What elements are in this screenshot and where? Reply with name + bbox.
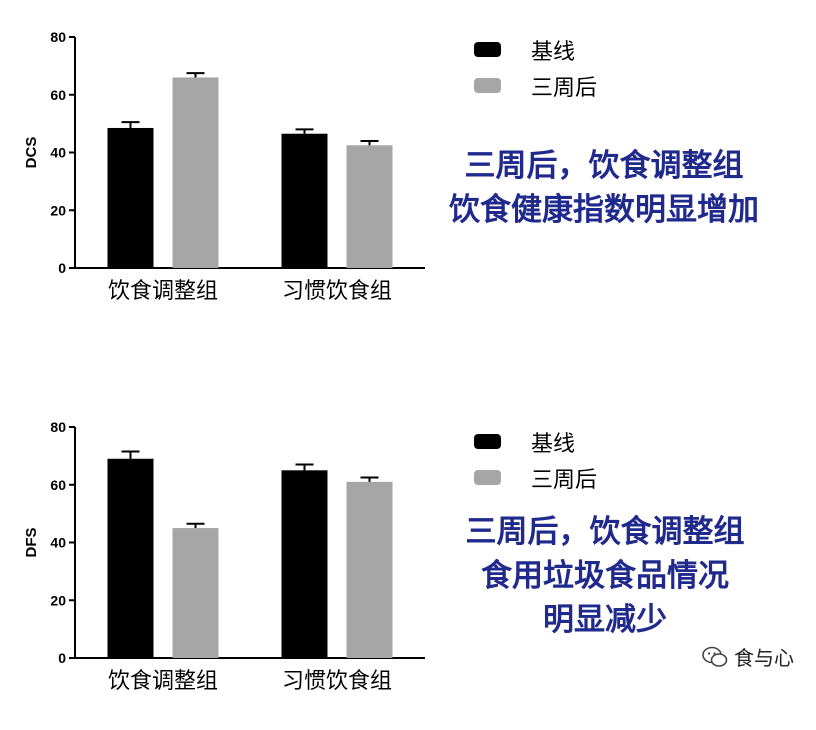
y-tick-label: 60 (50, 477, 66, 493)
wechat-icon (702, 646, 728, 667)
bar (172, 77, 219, 268)
legend-swatch-baseline (474, 434, 501, 449)
x-tick-label: 习惯饮食组 (282, 279, 392, 304)
legend-label-baseline: 基线 (531, 432, 576, 457)
bar (107, 127, 154, 268)
legend-swatch-baseline (474, 42, 501, 57)
bar (172, 528, 219, 658)
bar (107, 458, 154, 658)
bar (281, 470, 328, 658)
chart-dcs: 0 20 40 60 80 DCS 饮食调整组 习惯饮食组 (23, 29, 425, 304)
x-tick-label: 饮食调整组 (108, 669, 218, 694)
watermark-text: 食与心 (734, 646, 794, 670)
watermark: 食与心 (702, 642, 794, 671)
y-tick-label: 40 (50, 145, 66, 161)
x-tick-label: 习惯饮食组 (282, 669, 392, 694)
y-tick-label: 60 (50, 87, 66, 103)
y-tick-label: 0 (58, 260, 66, 276)
legend-label-baseline: 基线 (531, 40, 576, 65)
chart-dfs: 0 20 40 60 80 DFS 饮食调整组 习惯饮食组 (23, 419, 425, 694)
legend-label-after: 三周后 (531, 468, 598, 493)
x-tick-label: 饮食调整组 (108, 279, 218, 304)
y-tick-label: 0 (58, 650, 66, 666)
annotation-dfs: 三周后，饮食调整组 食用垃圾食品情况 明显减少 (440, 510, 770, 642)
annotation-line: 明显减少 (543, 602, 667, 638)
annotation-line: 饮食健康指数明显增加 (449, 192, 759, 228)
chart-panel-dcs: 0 20 40 60 80 DCS 饮食调整组 习惯饮食组 基线 三周后 三周后，饮食调整组 … (0, 0, 816, 340)
y-tick-label: 40 (50, 535, 66, 551)
y-tick-label: 80 (50, 29, 66, 45)
bar (346, 145, 393, 268)
y-tick-label: 80 (50, 419, 66, 435)
bar (346, 481, 393, 658)
y-tick-label: 20 (50, 592, 66, 608)
y-axis-label: DFS (23, 528, 40, 558)
annotation-dcs: 三周后，饮食调整组 饮食健康指数明显增加 (432, 144, 776, 232)
legend-label-after: 三周后 (531, 76, 598, 101)
y-axis-label: DCS (23, 137, 40, 169)
annotation-line: 食用垃圾食品情况 (481, 558, 729, 594)
bar (281, 133, 328, 268)
annotation-line: 三周后，饮食调整组 (465, 514, 745, 550)
annotation-line: 三周后，饮食调整组 (464, 148, 744, 184)
chart-panel-dfs: 0 20 40 60 80 DFS 饮食调整组 习惯饮食组 基线 三周后 三周后，饮食调整组 … (0, 390, 816, 730)
legend-swatch-after (474, 78, 501, 93)
legend-swatch-after (474, 470, 501, 485)
y-tick-label: 20 (50, 202, 66, 218)
